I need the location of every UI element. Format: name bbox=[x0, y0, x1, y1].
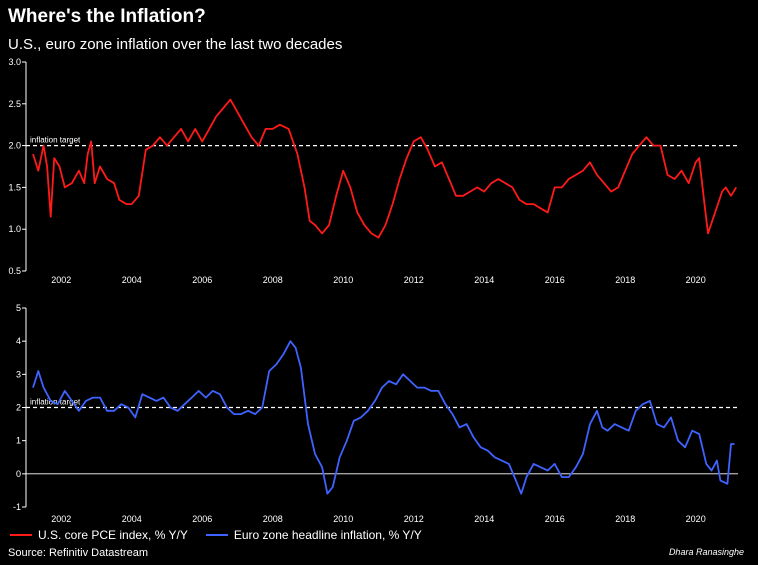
x-tick-label: 2012 bbox=[404, 514, 424, 524]
legend-label-us: U.S. core PCE index, % Y/Y bbox=[38, 528, 188, 542]
x-tick-label: 2020 bbox=[686, 514, 706, 524]
x-tick-label: 2004 bbox=[122, 514, 142, 524]
y-tick-label: 2 bbox=[16, 403, 21, 413]
legend-item-euro: Euro zone headline inflation, % Y/Y bbox=[205, 528, 422, 542]
x-tick-label: 2008 bbox=[263, 514, 283, 524]
target-line-label: inflation target bbox=[30, 136, 81, 145]
legend-swatch-us bbox=[10, 534, 32, 536]
target-line-label: inflation target bbox=[30, 398, 81, 407]
y-tick-label: 3 bbox=[16, 369, 21, 379]
series-line bbox=[32, 340, 735, 495]
source-text: Source: Refinitiv Datastream bbox=[8, 547, 148, 559]
x-tick-label: 2006 bbox=[192, 275, 212, 285]
y-tick-label: 1.5 bbox=[8, 182, 21, 192]
x-tick-label: 2006 bbox=[192, 514, 212, 524]
euro-panel: -1 0 1 2 3 4 5 2002 2004 2006 2008 2010 2012 2014 2016… bbox=[13, 303, 738, 524]
y-tick-label: -1 bbox=[13, 502, 21, 512]
x-tick-label: 2014 bbox=[474, 275, 494, 285]
us-panel: 0.5 1.0 1.5 2.0 2.5 3.0 2002 2004 2006 2008 2010 20… bbox=[8, 57, 738, 285]
y-tick-label: 4 bbox=[16, 336, 21, 346]
x-tick-label: 2012 bbox=[404, 275, 424, 285]
x-tick-label: 2010 bbox=[333, 514, 353, 524]
x-tick-label: 2018 bbox=[615, 275, 635, 285]
chart-subtitle: U.S., euro zone inflation over the last … bbox=[8, 36, 343, 53]
legend: U.S. core PCE index, % Y/Y Euro zone hea… bbox=[10, 528, 422, 542]
credit-text: Dhara Ranasinghe bbox=[668, 547, 744, 557]
y-tick-label: 5 bbox=[16, 303, 21, 313]
legend-label-euro: Euro zone headline inflation, % Y/Y bbox=[233, 528, 422, 542]
x-tick-label: 2016 bbox=[545, 514, 565, 524]
y-tick-label: 0.5 bbox=[8, 266, 21, 276]
legend-item-us: U.S. core PCE index, % Y/Y bbox=[10, 528, 188, 542]
x-tick-label: 2002 bbox=[51, 514, 71, 524]
x-tick-label: 2014 bbox=[474, 514, 494, 524]
x-tick-label: 2018 bbox=[615, 514, 635, 524]
x-tick-label: 2002 bbox=[51, 275, 71, 285]
series-line bbox=[32, 98, 737, 239]
y-tick-label: 2.0 bbox=[8, 141, 21, 151]
x-tick-label: 2008 bbox=[263, 275, 283, 285]
y-tick-label: 1 bbox=[16, 436, 21, 446]
chart-title: Where's the Inflation? bbox=[8, 6, 206, 27]
y-tick-label: 0 bbox=[16, 469, 21, 479]
x-tick-label: 2016 bbox=[545, 275, 565, 285]
y-tick-label: 3.0 bbox=[8, 57, 21, 67]
x-tick-label: 2020 bbox=[686, 275, 706, 285]
y-tick-label: 2.5 bbox=[8, 99, 21, 109]
x-tick-label: 2010 bbox=[333, 275, 353, 285]
x-tick-label: 2004 bbox=[122, 275, 142, 285]
legend-swatch-euro bbox=[205, 534, 228, 536]
y-tick-label: 1.0 bbox=[8, 224, 21, 234]
